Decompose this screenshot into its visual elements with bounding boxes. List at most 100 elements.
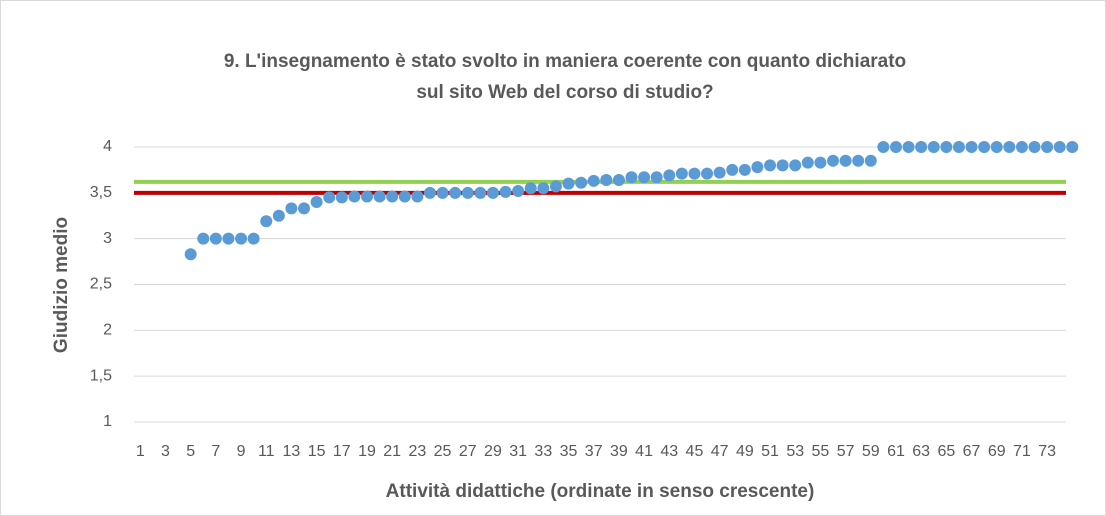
data-point: [751, 161, 764, 174]
data-point: [789, 159, 802, 172]
y-tick-label: 2,5: [90, 276, 112, 293]
x-tick-label: 13: [283, 443, 301, 460]
data-point: [562, 177, 575, 190]
data-point: [978, 141, 991, 153]
x-tick-label: 23: [408, 443, 426, 460]
x-tick-label: 7: [211, 443, 220, 460]
x-tick-label: 55: [812, 443, 830, 460]
chart-title: sul sito Web del corso di studio?: [416, 82, 713, 103]
x-tick-label: 51: [761, 443, 779, 460]
x-tick-label: 61: [887, 443, 905, 460]
data-point: [335, 191, 348, 204]
data-point: [1041, 141, 1054, 153]
data-point: [776, 159, 789, 172]
data-point: [235, 232, 248, 245]
x-tick-label: 63: [912, 443, 930, 460]
x-tick-label: 39: [610, 443, 628, 460]
x-tick-label: 11: [258, 443, 275, 460]
x-tick-label: 27: [459, 443, 477, 460]
x-tick-label: 71: [1013, 443, 1031, 460]
data-point: [247, 232, 260, 245]
data-point: [877, 141, 890, 153]
data-point: [197, 232, 210, 245]
x-tick-label: 59: [862, 443, 880, 460]
data-point: [310, 196, 323, 208]
data-point: [814, 156, 827, 169]
data-point: [449, 186, 462, 199]
data-point: [323, 191, 336, 204]
data-point: [361, 190, 373, 203]
data-point: [675, 167, 688, 180]
data-point: [801, 156, 814, 169]
data-point: [411, 190, 424, 203]
y-axis-label: Giudizio medio: [51, 217, 72, 353]
x-tick-label: 47: [711, 443, 729, 460]
x-tick-label: 41: [635, 443, 653, 460]
data-point: [701, 167, 714, 180]
x-tick-label: 45: [686, 443, 704, 460]
data-point: [625, 171, 638, 184]
x-tick-label: 65: [937, 443, 955, 460]
x-tick-label: 3: [161, 443, 170, 460]
data-point: [260, 215, 273, 228]
data-point: [575, 176, 588, 189]
data-point: [486, 186, 499, 199]
y-tick-label: 4: [103, 138, 112, 155]
data-point: [184, 248, 197, 261]
x-tick-label: 43: [660, 443, 678, 460]
data-point: [549, 180, 562, 193]
x-tick-label: 69: [988, 443, 1006, 460]
x-tick-label: 35: [560, 443, 578, 460]
data-point: [600, 174, 613, 186]
chart-title: 9. L'insegnamento è stato svolto in mani…: [224, 51, 906, 72]
data-point: [373, 190, 386, 203]
y-tick-label: 2: [103, 322, 112, 339]
data-point: [688, 167, 701, 180]
x-tick-label: 9: [237, 443, 246, 460]
data-point: [764, 159, 777, 172]
data-point: [726, 163, 739, 176]
data-point: [1003, 141, 1016, 153]
data-point: [713, 166, 726, 179]
data-point: [965, 141, 978, 153]
x-tick-label: 15: [308, 443, 326, 460]
data-point: [638, 171, 651, 184]
data-point: [650, 171, 663, 184]
data-point: [512, 185, 525, 197]
x-tick-label: 53: [786, 443, 804, 460]
data-point: [436, 186, 449, 199]
data-point: [423, 186, 436, 199]
data-point: [348, 190, 361, 203]
x-tick-label: 19: [358, 443, 376, 460]
data-point: [827, 154, 839, 167]
data-point: [537, 182, 550, 195]
data-point: [902, 141, 915, 153]
data-point: [738, 163, 751, 176]
x-tick-label: 5: [186, 443, 195, 460]
y-tick-label: 3: [103, 230, 112, 247]
data-point: [1066, 141, 1079, 153]
data-point: [461, 186, 474, 199]
data-point: [990, 141, 1003, 153]
x-tick-label: 37: [585, 443, 603, 460]
x-tick-label: 57: [837, 443, 855, 460]
y-tick-label: 1: [103, 413, 112, 430]
data-point: [1028, 141, 1041, 153]
x-tick-label: 17: [333, 443, 351, 460]
data-point: [474, 186, 487, 199]
data-point: [285, 202, 298, 215]
data-point: [398, 190, 411, 203]
x-tick-label: 31: [509, 443, 527, 460]
data-point: [915, 141, 928, 153]
data-point: [1053, 141, 1066, 153]
y-tick-label: 3,5: [90, 184, 112, 201]
x-tick-label: 49: [736, 443, 754, 460]
data-point: [952, 141, 965, 153]
data-point: [209, 232, 222, 245]
data-point: [663, 169, 676, 182]
x-tick-label: 29: [484, 443, 502, 460]
data-point: [612, 174, 625, 186]
x-tick-label: 67: [963, 443, 981, 460]
data-point: [386, 190, 399, 203]
